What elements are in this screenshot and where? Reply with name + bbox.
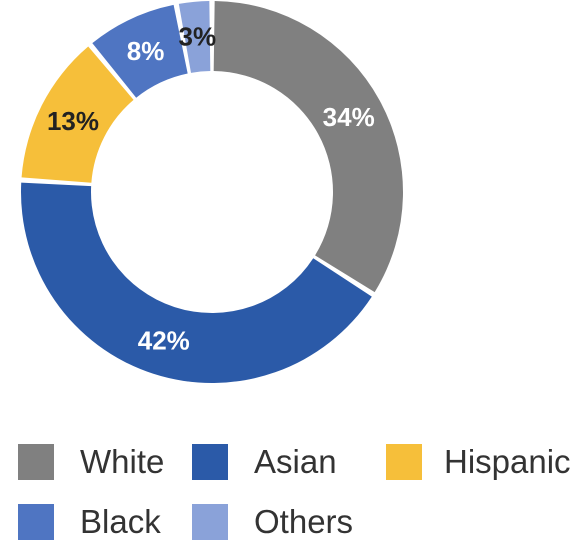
- chart-legend: White Asian Hispanic Black Others: [0, 440, 585, 548]
- slice-asian: [20, 182, 372, 384]
- slice-label-asian: 42%: [138, 325, 190, 355]
- slice-label-white: 34%: [323, 102, 375, 132]
- donut-chart: 34% 42% 13% 8% 3%: [20, 1, 403, 384]
- legend-label-others: Others: [254, 503, 354, 540]
- legend-swatch-black: [18, 504, 54, 540]
- legend-item-white: White: [18, 440, 164, 484]
- legend-label-black: Black: [80, 503, 161, 540]
- legend-swatch-white: [18, 444, 54, 480]
- legend-label-white: White: [80, 443, 165, 480]
- legend-item-hispanic: Hispanic: [386, 440, 571, 484]
- slice-hispanic: [21, 46, 134, 183]
- legend-swatch-asian: [192, 444, 228, 480]
- slice-black: [92, 4, 188, 98]
- slice-label-others: 3%: [179, 22, 217, 52]
- legend-item-black: Black: [18, 500, 161, 544]
- slice-label-black: 8%: [127, 36, 165, 66]
- slice-others: [178, 1, 211, 73]
- slice-white: [213, 1, 403, 293]
- legend-label-hispanic: Hispanic: [444, 443, 571, 480]
- legend-label-asian: Asian: [254, 443, 337, 480]
- legend-item-asian: Asian: [192, 440, 337, 484]
- legend-swatch-hispanic: [386, 444, 422, 480]
- slice-label-hispanic: 13%: [47, 106, 99, 136]
- legend-item-others: Others: [192, 500, 353, 544]
- legend-swatch-others: [192, 504, 228, 540]
